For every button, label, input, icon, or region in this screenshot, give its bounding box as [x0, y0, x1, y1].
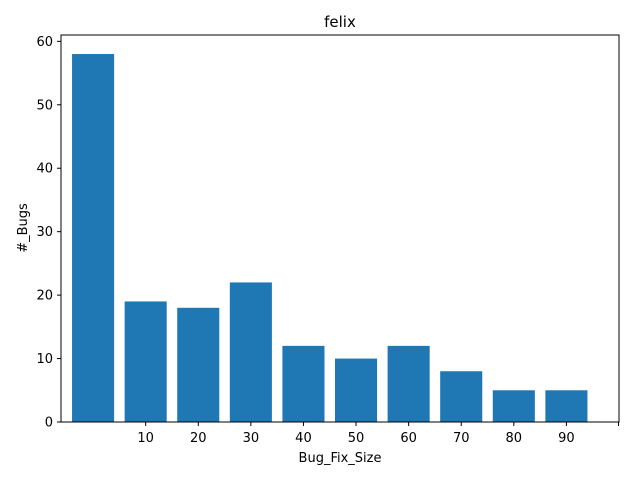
x-tick-label: 40 [295, 431, 312, 446]
bar [72, 54, 115, 423]
y-tick-label: 10 [36, 352, 53, 367]
y-axis-ticks: 0 10 20 30 40 50 60 [36, 35, 61, 431]
x-axis-ticks: 10 20 30 40 50 60 70 80 90 [137, 422, 619, 446]
x-tick-label: 90 [558, 431, 575, 446]
x-tick-label: 50 [348, 431, 365, 446]
bar [124, 301, 167, 422]
bar [492, 390, 535, 422]
bar [440, 371, 483, 422]
bar [177, 307, 220, 422]
y-axis-label: #_Bugs [16, 203, 31, 253]
x-tick-label: 20 [190, 431, 207, 446]
bar [335, 358, 378, 422]
bar [282, 345, 325, 422]
x-tick-label: 30 [243, 431, 260, 446]
y-tick-label: 50 [36, 98, 53, 113]
y-tick-label: 30 [36, 225, 53, 240]
plot-frame [60, 34, 620, 423]
bar [387, 345, 430, 422]
bar [545, 390, 588, 422]
x-tick-label: 70 [453, 431, 470, 446]
y-tick-label: 60 [36, 35, 53, 50]
x-tick-label: 80 [506, 431, 523, 446]
x-axis-label: Bug_Fix_Size [299, 451, 382, 466]
x-tick-label: 10 [137, 431, 154, 446]
chart-title: felix [324, 13, 356, 31]
y-tick-label: 20 [36, 289, 53, 304]
y-tick-label: 40 [36, 162, 53, 177]
x-tick-label: 60 [400, 431, 417, 446]
bar [229, 282, 272, 422]
bars-group [72, 54, 588, 423]
y-tick-label: 0 [45, 416, 53, 431]
